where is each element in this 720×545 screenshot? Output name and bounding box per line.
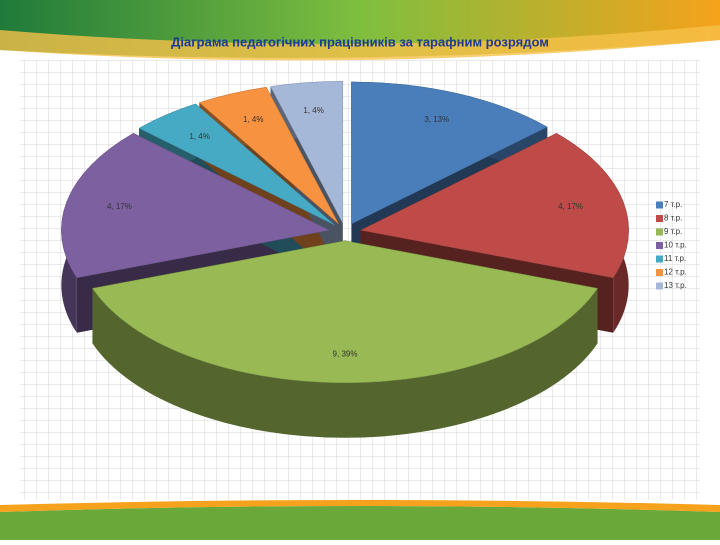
slice <box>92 240 598 384</box>
legend-swatch <box>656 269 663 276</box>
data-label: 3, 13% <box>424 115 449 124</box>
pie: 3, 13% 4, 17% 9, 39% 4, 17% 1, 4% 1, 4% 1, 4% <box>61 81 629 438</box>
legend-label: 8 т.р. <box>664 214 682 223</box>
slice-outer-wall <box>92 288 598 438</box>
legend-label: 13 т.р. <box>664 281 687 290</box>
legend-swatch <box>656 201 663 209</box>
legend-swatch <box>656 228 663 236</box>
data-label: 1, 4% <box>303 106 323 115</box>
data-label: 4, 17% <box>107 202 132 211</box>
data-label: 9, 39% <box>333 350 358 359</box>
slice <box>351 81 548 225</box>
legend-label: 9 т.р. <box>664 227 682 236</box>
banner-stripe <box>0 25 720 61</box>
legend-swatch <box>656 215 663 222</box>
legend-label: 7 т.р. <box>664 200 682 209</box>
slice <box>270 81 344 224</box>
legend-label: 10 т.р. <box>664 241 687 250</box>
bottom-stripe <box>0 500 720 512</box>
slice <box>61 133 331 279</box>
legend-swatch <box>656 282 663 290</box>
chart-title: Діаграма педагогічних працівників за тар… <box>171 34 549 49</box>
slice <box>198 86 339 225</box>
bottom-band <box>0 506 720 540</box>
legend-label: 12 т.р. <box>664 268 687 277</box>
data-label: 1, 4% <box>243 115 263 124</box>
legend-label: 11 т.р. <box>664 254 686 263</box>
legend-swatch <box>656 242 663 249</box>
legend-swatch <box>656 255 663 263</box>
data-label: 1, 4% <box>189 132 209 141</box>
legend: 7 т.р. 8 т.р. 9 т.р. 10 т.р. 11 т.р. 12 т.р. 1… <box>656 200 687 290</box>
data-label: 4, 17% <box>558 202 583 211</box>
slice <box>138 103 336 226</box>
slice <box>359 133 629 279</box>
